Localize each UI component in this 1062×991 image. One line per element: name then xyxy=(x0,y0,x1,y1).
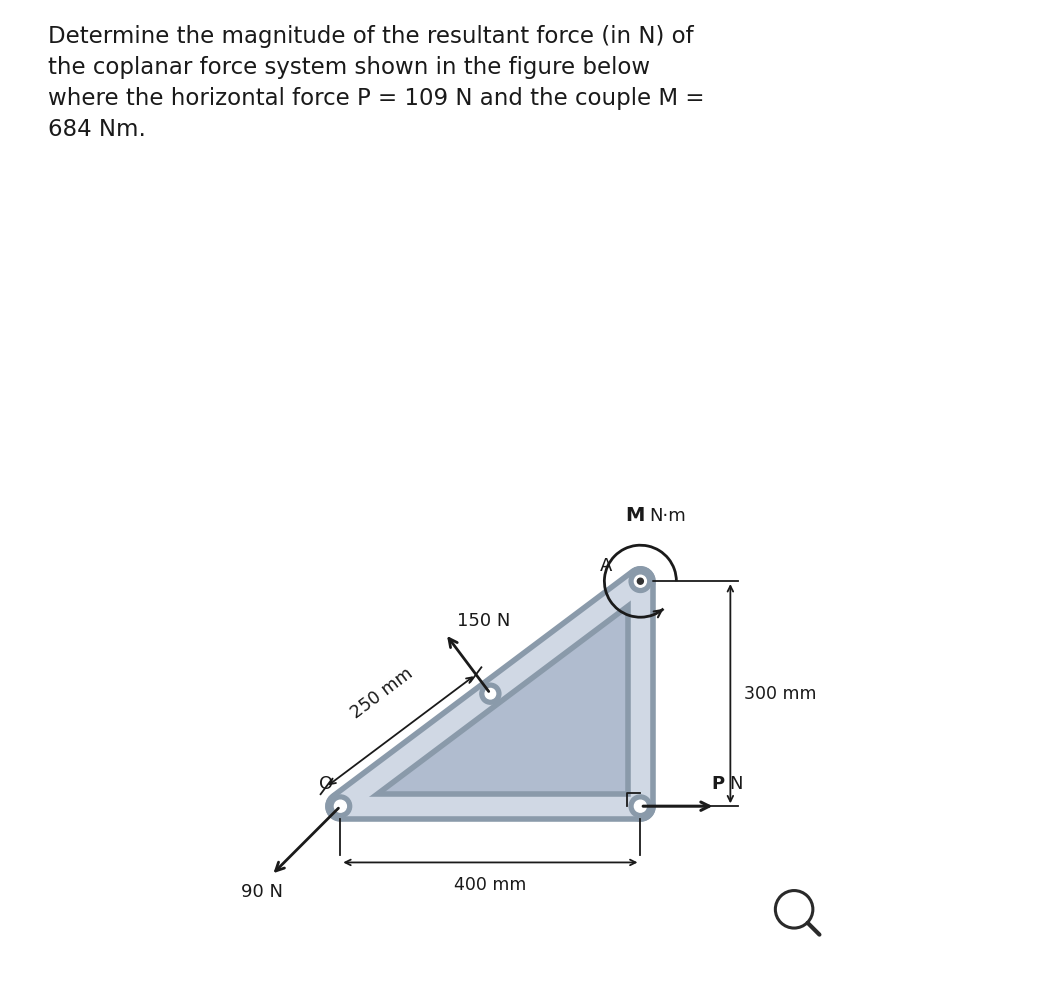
Circle shape xyxy=(634,800,647,813)
Text: N: N xyxy=(729,775,742,793)
Circle shape xyxy=(335,800,346,813)
Circle shape xyxy=(629,570,652,593)
Text: 300 mm: 300 mm xyxy=(743,685,817,703)
Text: M: M xyxy=(626,506,645,525)
Text: N·m: N·m xyxy=(649,507,686,525)
Circle shape xyxy=(637,578,644,585)
Text: 90 N: 90 N xyxy=(241,883,284,901)
Circle shape xyxy=(329,795,352,818)
Text: 400 mm: 400 mm xyxy=(455,876,527,894)
Circle shape xyxy=(629,795,652,818)
Text: O: O xyxy=(319,775,332,793)
Text: Determine the magnitude of the resultant force (in N) of
the coplanar force syst: Determine the magnitude of the resultant… xyxy=(48,25,704,141)
Circle shape xyxy=(480,683,501,705)
Circle shape xyxy=(485,689,496,699)
Text: A: A xyxy=(599,557,612,575)
Polygon shape xyxy=(341,581,640,807)
Text: 250 mm: 250 mm xyxy=(348,664,416,721)
Text: 150 N: 150 N xyxy=(457,612,510,630)
Text: P: P xyxy=(712,775,724,793)
Circle shape xyxy=(634,575,647,588)
